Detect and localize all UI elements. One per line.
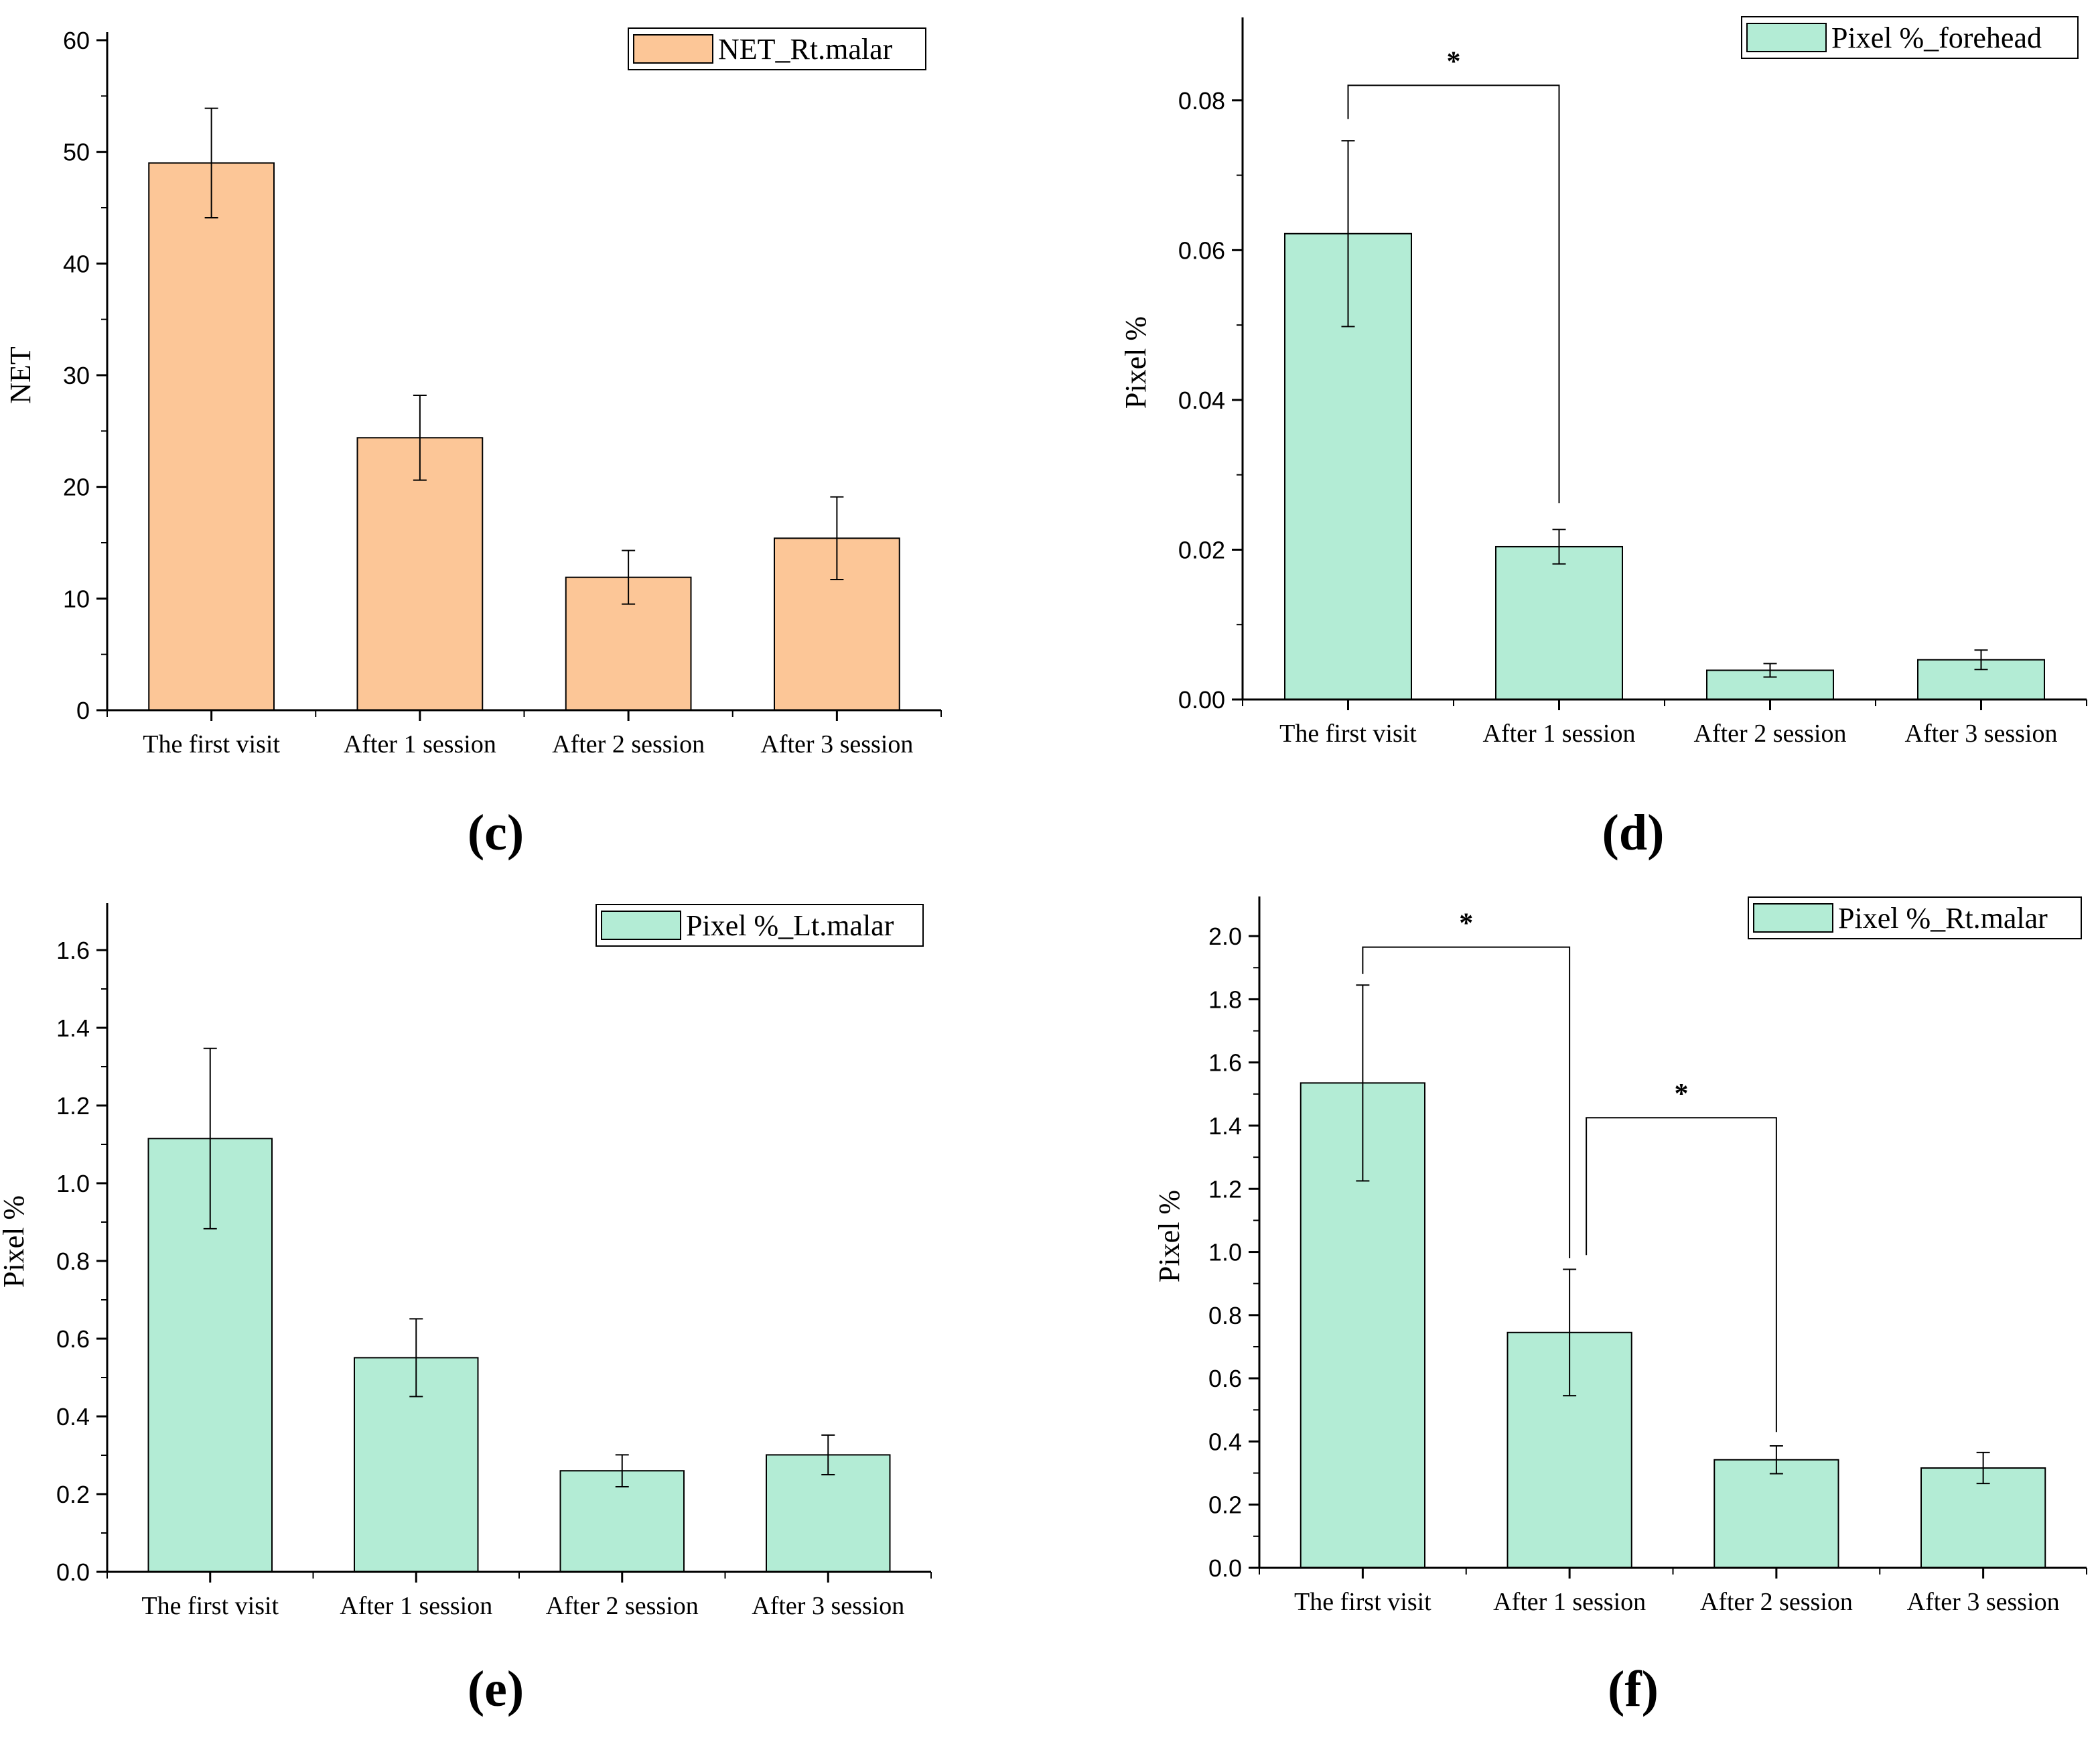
x-tick-label-1: After 1 session (344, 730, 496, 758)
y-tick-label-0: 0 (76, 697, 90, 724)
y-tick-label-0: 0.0 (1208, 1554, 1242, 1582)
y-tick-label-8: 1.6 (1208, 1049, 1242, 1077)
y-tick-label-1: 0.2 (1208, 1491, 1242, 1519)
x-tick-label-3: After 3 session (752, 1592, 904, 1620)
significance-bracket-0 (1347, 84, 1560, 504)
significance-bracket-1 (1586, 1117, 1777, 1432)
y-tick-label-2: 0.4 (1208, 1428, 1242, 1455)
bar-1 (356, 437, 484, 711)
y-tick-label-4: 0.08 (1178, 87, 1225, 115)
legend-label: Pixel %_forehead (1831, 21, 2042, 54)
panel-d-chart: 0.00 0.02 0.04 0.06 0.08 The first visit After… (1119, 16, 2087, 748)
x-tick-label-1: After 1 session (340, 1592, 492, 1620)
bar-1 (1495, 545, 1623, 700)
y-tick-label-7: 1.4 (1208, 1112, 1242, 1140)
x-tick-label-0: The first visit (1294, 1588, 1431, 1616)
y-tick-label-6: 60 (63, 27, 90, 54)
significance-star-0: * (1459, 909, 1473, 939)
y-tick-label-0: 0.00 (1178, 686, 1225, 714)
legend-swatch (1746, 23, 1827, 52)
y-tick-label-4: 0.8 (56, 1248, 90, 1275)
bar-2 (1713, 1459, 1839, 1569)
x-tick-label-0: The first visit (143, 730, 280, 758)
x-tick-label-2: After 2 session (1700, 1588, 1853, 1616)
y-tick-label-5: 1.0 (1208, 1239, 1242, 1266)
y-tick-label-3: 0.6 (56, 1325, 90, 1353)
x-tick-label-1: After 1 session (1483, 720, 1636, 748)
legend-label: Pixel %_Lt.malar (686, 909, 894, 942)
x-tick-label-3: After 3 session (1907, 1588, 2060, 1616)
y-tick-label-2: 20 (63, 474, 90, 501)
panel-f-chart: 0.0 0.2 0.4 0.6 0.8 1.0 1.2 1.4 1.6 1.8 2.0 The fir… (1153, 896, 2087, 1616)
x-tick-label-3: After 3 session (760, 730, 913, 758)
legend-label: NET_Rt.malar (718, 33, 893, 66)
significance-star-1: * (1675, 1079, 1689, 1110)
y-tick-label-2: 0.4 (56, 1403, 90, 1430)
panel-e-chart: 0.0 0.2 0.4 0.6 0.8 1.0 1.2 1.4 1.6 The first vis… (0, 903, 932, 1620)
y-tick-label-2: 0.04 (1178, 387, 1225, 414)
x-tick-label-2: After 2 session (546, 1592, 699, 1620)
legend-swatch (633, 34, 713, 64)
y-axis-title: Pixel % (1119, 316, 1152, 409)
y-tick-label-9: 1.8 (1208, 986, 1242, 1013)
x-tick-label-3: After 3 session (1905, 720, 2058, 748)
y-tick-label-10: 2.0 (1208, 923, 1242, 950)
y-tick-label-4: 0.8 (1208, 1302, 1242, 1329)
legend-swatch (601, 911, 681, 940)
y-tick-label-6: 1.2 (56, 1092, 90, 1120)
x-tick-label-0: The first visit (1279, 720, 1417, 748)
y-tick-label-3: 0.06 (1178, 237, 1225, 264)
bar-0 (148, 162, 275, 712)
y-tick-label-3: 30 (63, 362, 90, 389)
legend-label: Pixel %_Rt.malar (1838, 902, 2048, 935)
significance-star-0: * (1447, 46, 1461, 77)
y-tick-label-1: 10 (63, 585, 90, 612)
y-tick-label-4: 40 (63, 250, 90, 277)
panel-e-label: (e) (468, 1661, 524, 1717)
panel-c-label: (c) (468, 805, 524, 861)
y-tick-label-5: 50 (63, 139, 90, 166)
y-tick-label-1: 0.2 (56, 1481, 90, 1508)
y-tick-label-1: 0.02 (1178, 536, 1225, 563)
x-tick-label-1: After 1 session (1493, 1588, 1646, 1616)
x-tick-label-2: After 2 session (552, 730, 705, 758)
x-tick-label-0: The first visit (141, 1592, 279, 1620)
y-tick-label-7: 1.4 (56, 1014, 90, 1042)
x-tick-label-2: After 2 session (1694, 720, 1847, 748)
panel-f-label: (f) (1608, 1661, 1659, 1717)
significance-bracket-0 (1362, 946, 1571, 1258)
y-axis-title: NET (4, 346, 37, 404)
y-tick-label-8: 1.6 (56, 937, 90, 964)
y-axis-title: Pixel % (1153, 1190, 1186, 1282)
y-tick-label-5: 1.0 (56, 1170, 90, 1197)
y-tick-label-3: 0.6 (1208, 1365, 1242, 1392)
y-tick-label-6: 1.2 (1208, 1175, 1242, 1203)
legend-swatch (1753, 903, 1833, 933)
bar-3 (1920, 1467, 2046, 1568)
panel-c-chart: 0 10 20 30 40 50 60 The first visit After 1 sess… (4, 27, 942, 758)
y-axis-title: Pixel % (0, 1195, 30, 1288)
y-tick-label-0: 0.0 (56, 1558, 90, 1586)
panel-d-label: (d) (1602, 805, 1665, 861)
